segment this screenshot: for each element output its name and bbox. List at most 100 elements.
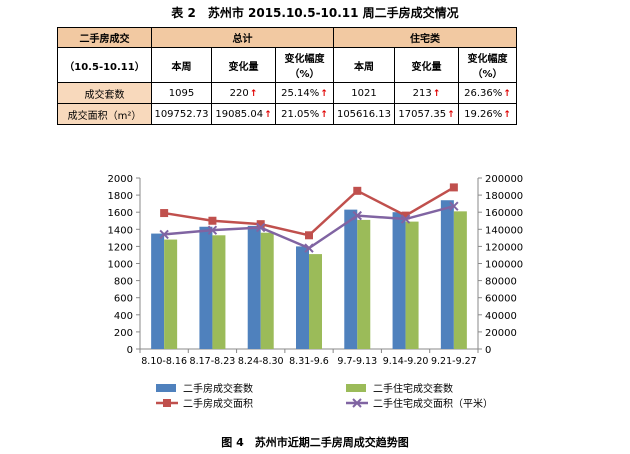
legend-label: 二手住宅成交套数 xyxy=(373,382,453,395)
cell-change: 17057.35↑ xyxy=(394,103,459,125)
table-header-row-2: （10.5-10.11） 本周 变化量 变化幅度（%） 本周 变化量 变化幅度（… xyxy=(57,47,517,83)
y-tick-label: 1000 xyxy=(108,260,133,271)
y-tick-label: 400 xyxy=(114,311,133,322)
bar xyxy=(440,200,454,349)
header-change-pct: 变化幅度（%） xyxy=(458,47,517,83)
y2-tick-label: 40000 xyxy=(485,311,517,322)
line-point xyxy=(401,211,410,220)
y2-tick-label: 120000 xyxy=(485,242,523,253)
bar xyxy=(296,246,309,349)
y2-tick-label: 60000 xyxy=(485,294,517,305)
line-point xyxy=(449,183,458,192)
up-arrow-icon: ↑ xyxy=(503,88,511,99)
weekly-trend-chart: 0 200 400 600 800 1000 1200 1400 1600 1800 20000 20… xyxy=(108,174,524,410)
line-point xyxy=(208,216,217,225)
table-row: 成交面积（m²） 109752.73 19085.04↑ 21.05%↑ 105… xyxy=(57,103,517,125)
y-tick-label: 600 xyxy=(114,294,133,305)
header-group-label: 二手房成交 xyxy=(57,27,152,48)
x-tick-label: 8.24-8.30 xyxy=(238,356,284,367)
line-point xyxy=(304,243,314,253)
cell-pct: 21.05%↑ xyxy=(275,103,334,125)
cell-pct: 25.14%↑ xyxy=(275,82,334,104)
header-total: 总计 xyxy=(151,27,334,48)
cell-change: 220↑ xyxy=(211,82,276,104)
bar xyxy=(151,233,165,349)
table-header-row-1: 二手房成交 总计 住宅类 xyxy=(57,27,517,48)
x-tick-label: 8.10-8.16 xyxy=(141,356,187,367)
y-tick-label: 1400 xyxy=(108,225,133,236)
cell-value: 1095 xyxy=(151,82,212,104)
y2-tick-label: 160000 xyxy=(485,208,523,219)
header-change: 变化量 xyxy=(211,47,276,83)
y2-tick-label: 140000 xyxy=(485,225,523,236)
up-arrow-icon: ↑ xyxy=(503,109,511,120)
figure-caption: 图 4 苏州市近期二手房周成交趋势图 xyxy=(221,436,409,449)
line-point xyxy=(353,186,362,195)
cell-value: 1021 xyxy=(333,82,395,104)
row-label: 成交套数 xyxy=(57,82,152,104)
y2-tick-label: 100000 xyxy=(485,260,523,271)
up-arrow-icon: ↑ xyxy=(320,109,328,120)
cell-value: 109752.73 xyxy=(151,103,212,125)
line-point xyxy=(449,201,459,211)
up-arrow-icon: ↑ xyxy=(249,88,258,99)
y2-tick-label: 200000 xyxy=(485,174,523,185)
x-tick-label: 9.7-9.13 xyxy=(337,356,377,367)
header-this-week: 本周 xyxy=(333,47,395,83)
legend-swatch xyxy=(346,384,366,392)
bar xyxy=(392,212,406,349)
x-tick-label: 8.31-9.6 xyxy=(289,356,329,367)
x-tick-label: 9.21-9.27 xyxy=(431,356,477,367)
header-period: （10.5-10.11） xyxy=(57,47,152,83)
y-tick-label: 200 xyxy=(114,328,133,339)
legend-marker xyxy=(352,398,362,408)
cell-change: 19085.04↑ xyxy=(211,103,276,125)
line-point xyxy=(256,220,265,229)
header-residential: 住宅类 xyxy=(333,27,517,48)
legend-label: 二手住宅成交面积（平米） xyxy=(373,397,493,410)
up-arrow-icon: ↑ xyxy=(320,88,328,99)
y2-tick-label: 80000 xyxy=(485,277,517,288)
bar xyxy=(199,226,213,349)
header-this-week: 本周 xyxy=(151,47,212,83)
line-point xyxy=(159,229,169,240)
cell-value: 105616.13 xyxy=(333,103,395,125)
line-point xyxy=(160,209,169,218)
y-tick-label: 800 xyxy=(114,277,133,288)
bar xyxy=(309,254,322,349)
bar xyxy=(247,225,261,349)
bar xyxy=(164,239,178,349)
transaction-table: 二手房成交 总计 住宅类 （10.5-10.11） 本周 变化量 变化幅度（%）… xyxy=(57,27,517,125)
header-change-pct: 变化幅度（%） xyxy=(275,47,334,83)
header-change: 变化量 xyxy=(394,47,459,83)
line-point xyxy=(352,210,362,221)
cell-change: 213↑ xyxy=(394,82,459,104)
cell-pct: 19.26%↑ xyxy=(458,103,517,125)
x-tick-label: 8.17-8.23 xyxy=(190,356,236,367)
bar xyxy=(357,219,371,349)
cell-pct: 26.36%↑ xyxy=(458,82,517,104)
y-tick-label: 1200 xyxy=(108,242,133,253)
table-title: 表 2 苏州市 2015.10.5-10.11 周二手房成交情况 xyxy=(171,6,459,20)
row-label: 成交面积（m²） xyxy=(57,103,152,125)
y2-tick-label: 180000 xyxy=(485,191,523,202)
up-arrow-icon: ↑ xyxy=(432,88,441,99)
table-row: 成交套数 1095 220↑ 25.14%↑ 1021 213↑ 26.36%↑ xyxy=(57,82,517,104)
bar xyxy=(405,221,419,349)
y-tick-label: 0 xyxy=(127,345,133,356)
y2-tick-label: 20000 xyxy=(485,328,517,339)
legend-label: 二手房成交套数 xyxy=(183,382,253,395)
up-arrow-icon: ↑ xyxy=(264,109,272,120)
y2-tick-label: 0 xyxy=(485,345,491,356)
x-tick-label: 9.14-9.20 xyxy=(383,356,429,367)
line-point xyxy=(400,214,411,224)
line-point xyxy=(207,225,218,235)
y-tick-label: 1600 xyxy=(108,208,133,219)
bar xyxy=(260,232,274,349)
line-point xyxy=(256,222,266,233)
line-point xyxy=(305,231,313,240)
bar xyxy=(344,209,358,349)
up-arrow-icon: ↑ xyxy=(447,109,455,120)
y-tick-label: 1800 xyxy=(108,191,133,202)
bar xyxy=(453,211,467,349)
